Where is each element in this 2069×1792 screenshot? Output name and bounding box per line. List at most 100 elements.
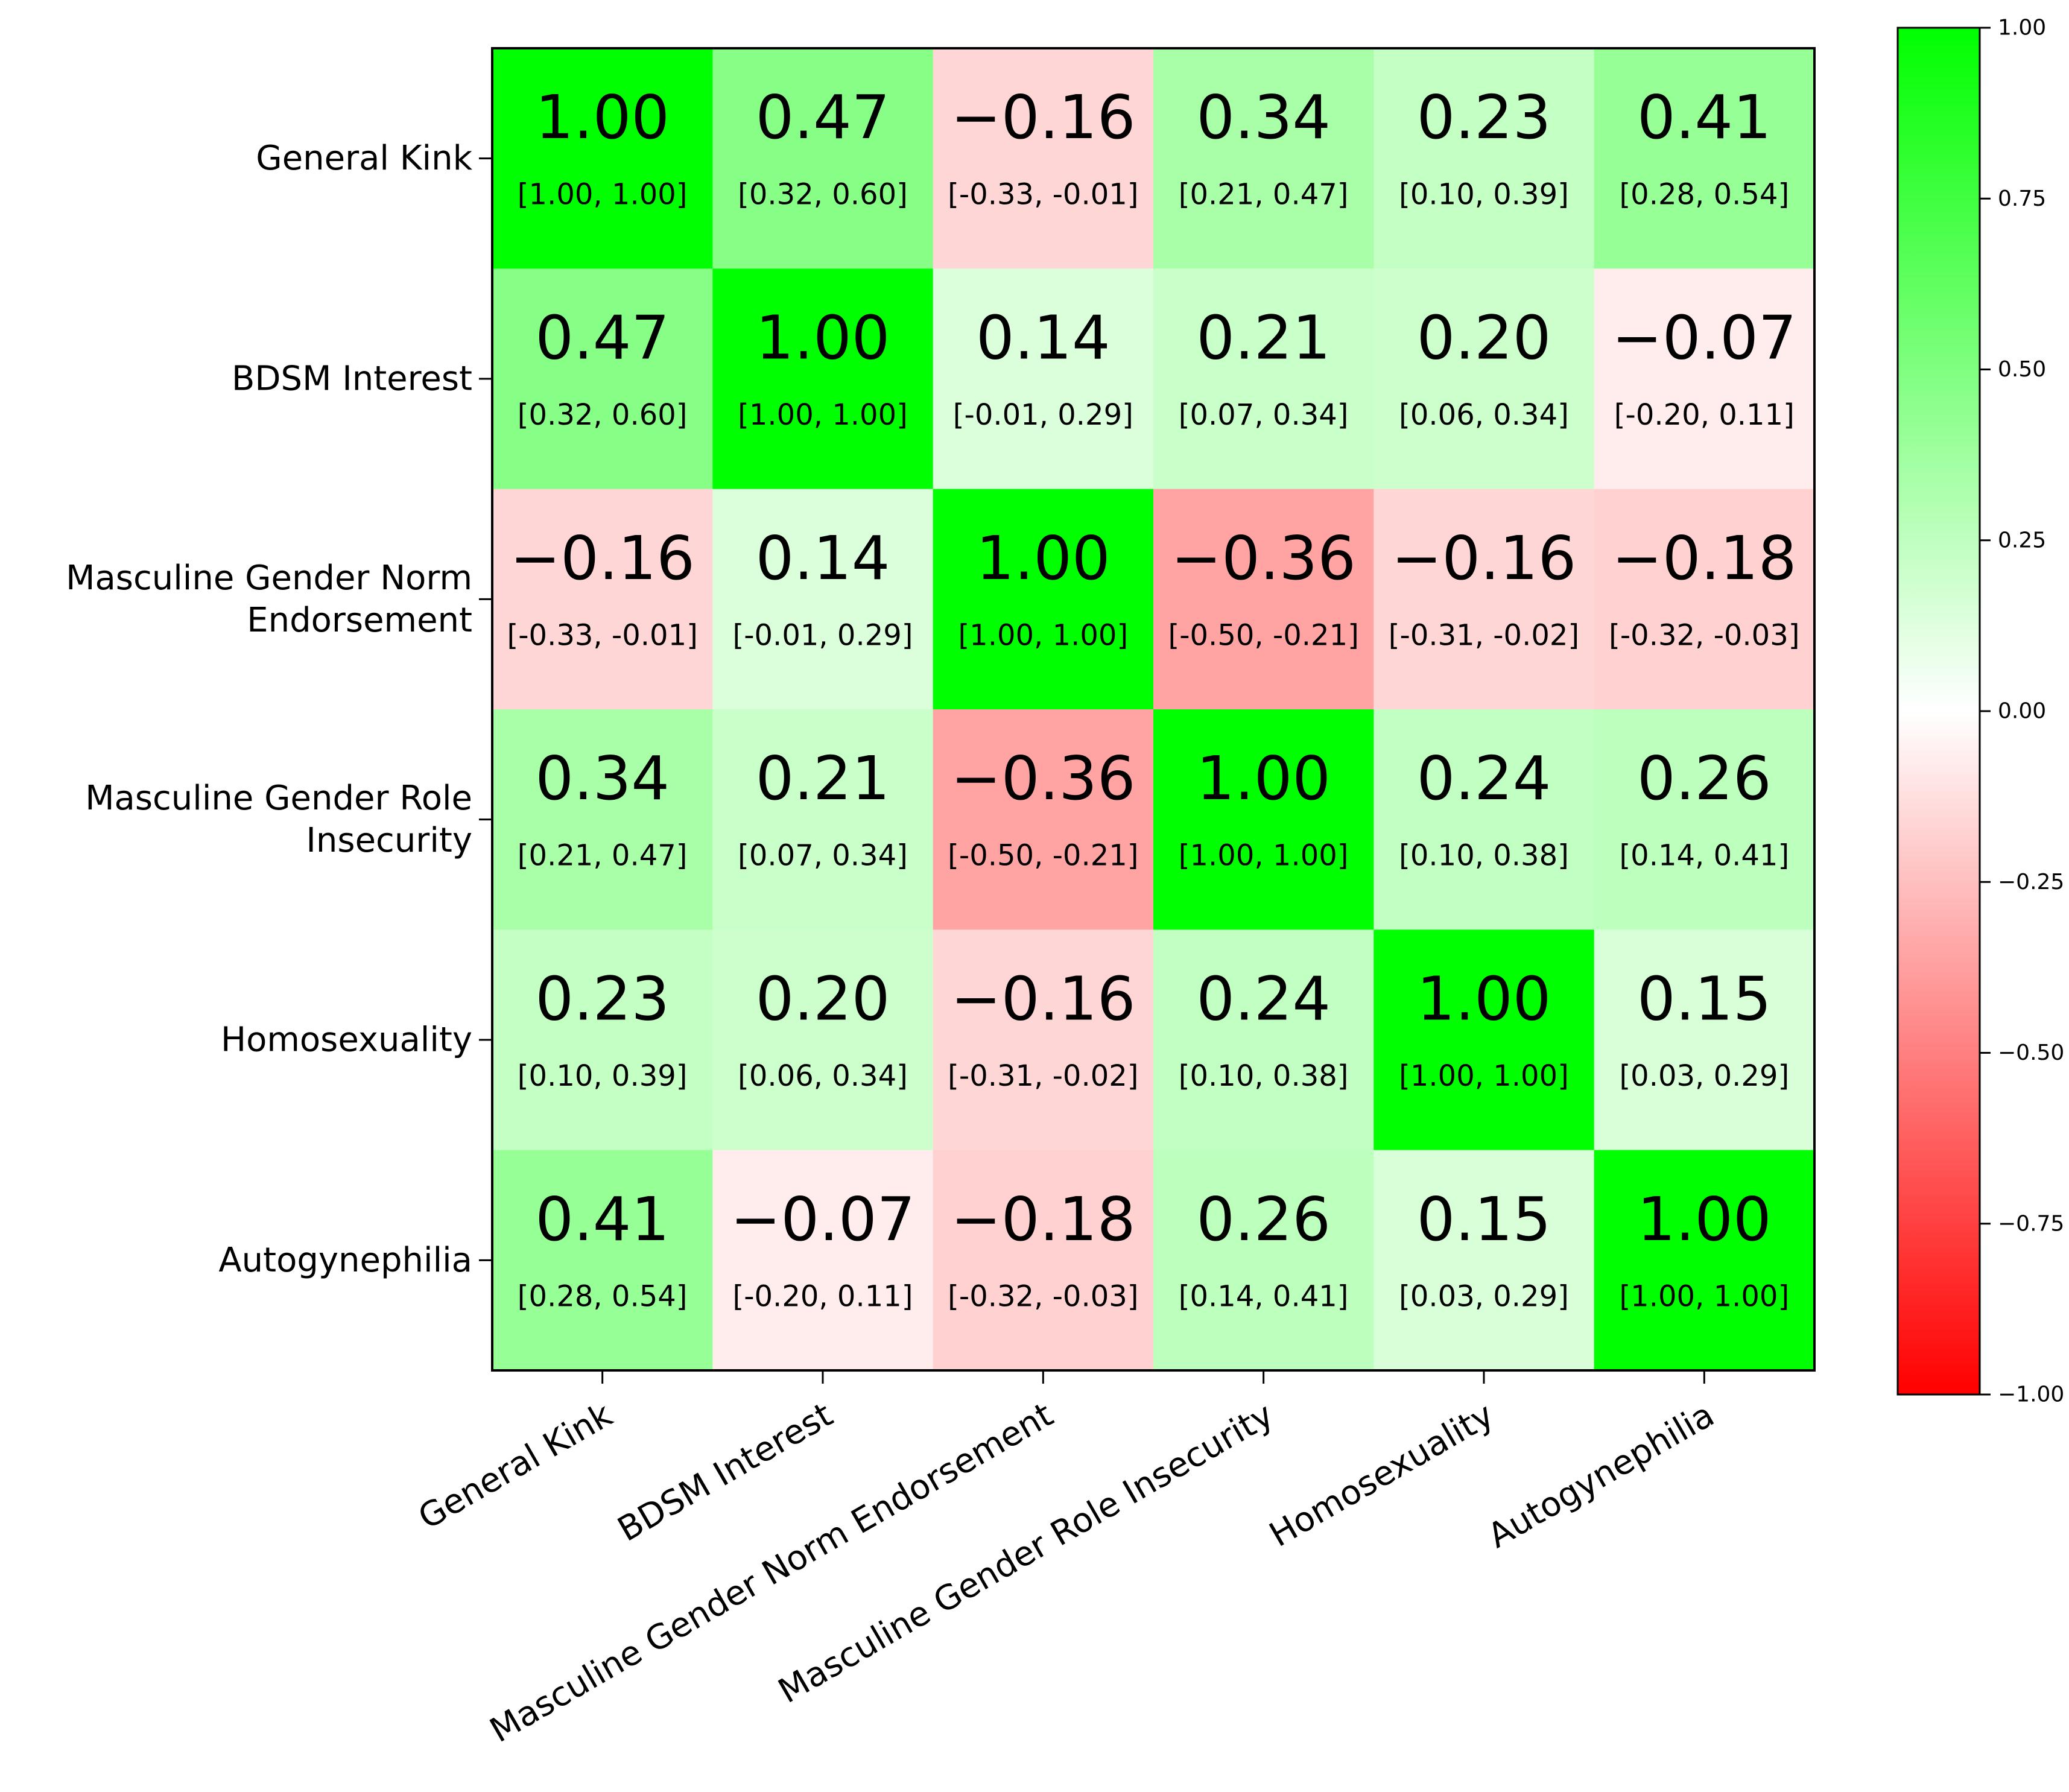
heatmap-cell [492,929,713,1151]
cell-value-label: −0.07 [1612,302,1796,373]
cell-interval-label: [0.10, 0.39] [1399,178,1569,212]
colorbar-tick-label: −0.75 [1998,1211,2064,1236]
cell-value-label: 0.15 [1417,1184,1551,1255]
cell-interval-label: [0.28, 0.54] [1619,178,1789,212]
cell-interval-label: [-0.01, 0.29] [732,618,913,652]
cell-value-label: 1.00 [535,82,670,153]
cell-value-label: 0.47 [535,302,670,373]
cell-value-label: −0.18 [1612,523,1796,594]
colorbar-tick-label: 0.50 [1998,357,2046,382]
cell-value-label: −0.18 [951,1184,1135,1255]
cell-interval-label: [-0.20, 0.11] [732,1279,913,1313]
cell-value-label: 0.21 [1196,302,1331,373]
cell-interval-label: [0.10, 0.38] [1399,839,1569,873]
y-tick-label: Autogynephilia [218,1241,472,1280]
heatmap-cell [1374,48,1595,269]
cell-value-label: −0.16 [951,963,1135,1034]
cell-value-label: 0.14 [976,302,1111,373]
cell-interval-label: [0.10, 0.39] [518,1059,688,1093]
heatmap-cell [1153,709,1374,930]
cell-interval-label: [1.00, 1.00] [1619,1279,1789,1313]
heatmap-cell [1374,489,1595,710]
cell-value-label: 0.34 [1196,82,1331,153]
cell-interval-label: [-0.01, 0.29] [953,398,1133,432]
heatmap-cell-labels: 1.00 [1.00, 1.00] 0.47 [0.32, 0.60] −0.16 [-0… [507,82,1799,1313]
cell-interval-label: [-0.20, 0.11] [1614,398,1795,432]
cell-interval-label: [0.06, 0.34] [738,1059,908,1093]
cell-interval-label: [-0.50, -0.21] [1168,618,1358,652]
heatmap-cell [933,268,1154,490]
y-tick-label: BDSM Interest [232,359,472,398]
colorbar-tick-label: −0.25 [1998,870,2064,894]
cell-interval-label: [1.00, 1.00] [1179,839,1349,873]
cell-interval-label: [1.00, 1.00] [958,618,1128,652]
cell-value-label: 1.00 [1637,1184,1772,1255]
heatmap-cell [933,48,1154,269]
colorbar-tick-label: 1.00 [1998,16,2046,40]
cell-value-label: 0.23 [1417,82,1551,153]
y-tick-label: Masculine Gender Norm [66,559,472,598]
heatmap-cell [1153,489,1374,710]
cell-value-label: 0.20 [756,963,890,1034]
cell-interval-label: [-0.32, -0.03] [948,1279,1138,1313]
cell-value-label: −0.16 [951,82,1135,153]
cell-interval-label: [0.21, 0.47] [518,839,688,873]
cell-value-label: 0.20 [1417,302,1551,373]
cell-interval-label: [-0.33, -0.01] [948,178,1138,212]
heatmap-cell [1153,48,1374,269]
cell-value-label: 0.24 [1417,743,1551,814]
cell-value-label: 1.00 [1196,743,1331,814]
heatmap-cell [1153,1150,1374,1371]
heatmap-cell [712,48,934,269]
cell-value-label: 0.47 [756,82,890,153]
cell-interval-label: [0.07, 0.34] [738,839,908,873]
cell-interval-label: [1.00, 1.00] [518,178,688,212]
cell-value-label: 1.00 [1417,963,1551,1034]
y-tick-label: Endorsement [247,601,472,640]
cell-interval-label: [1.00, 1.00] [1399,1059,1569,1093]
heatmap-cell [712,709,934,930]
cell-value-label: 1.00 [756,302,890,373]
cell-interval-label: [-0.31, -0.02] [1389,618,1579,652]
cell-interval-label: [-0.31, -0.02] [948,1059,1138,1093]
cell-value-label: −0.16 [510,523,694,594]
cell-value-label: −0.36 [1171,523,1355,594]
colorbar-tick-label: 0.25 [1998,528,2046,552]
colorbar-tick-label: −0.50 [1998,1040,2064,1065]
cell-value-label: −0.16 [1392,523,1576,594]
cell-value-label: 0.41 [1637,82,1772,153]
heatmap-cell [712,929,934,1151]
cell-interval-label: [0.03, 0.29] [1619,1059,1789,1093]
heatmap-cell [933,929,1154,1151]
cell-interval-label: [0.32, 0.60] [738,178,908,212]
cell-interval-label: [-0.32, -0.03] [1609,618,1799,652]
heatmap-cell [1594,929,1815,1151]
heatmap-cell [492,1150,713,1371]
heatmap-cell [1594,1150,1815,1371]
heatmap-cell [1153,929,1374,1151]
y-axis: General Kink BDSM Interest Masculine Gende… [66,139,492,1280]
colorbar: 1.00 0.75 0.50 0.25 0.00 −0.25 −0.50 −0.75 −1.00 [1896,16,2064,1407]
colorbar-tick-label: 0.00 [1998,699,2046,724]
colorbar-tick-label: −1.00 [1998,1382,2064,1407]
heatmap-cells [492,48,1815,1371]
heatmap-cell [933,489,1154,710]
cell-interval-label: [0.06, 0.34] [1399,398,1569,432]
heatmap-cell [712,1150,934,1371]
cell-value-label: 0.21 [756,743,890,814]
cell-value-label: 0.24 [1196,963,1331,1034]
y-tick-label: General Kink [256,139,472,178]
cell-interval-label: [0.07, 0.34] [1179,398,1349,432]
heatmap-cell [1594,268,1815,490]
cell-value-label: 0.34 [535,743,670,814]
cell-interval-label: [0.28, 0.54] [518,1279,688,1313]
colorbar-gradient [1898,28,1980,1395]
cell-value-label: 0.14 [756,523,890,594]
cell-value-label: 0.41 [535,1184,670,1255]
cell-value-label: 1.00 [976,523,1111,594]
heatmap-cell [933,1150,1154,1371]
cell-interval-label: [0.03, 0.29] [1399,1279,1569,1313]
heatmap-cell [1374,929,1595,1151]
cell-interval-label: [0.14, 0.41] [1619,839,1789,873]
